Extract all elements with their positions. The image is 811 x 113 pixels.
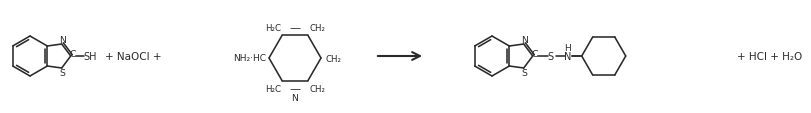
Text: S: S [547,52,553,61]
Text: N: N [521,35,527,44]
Text: NH₂·HC: NH₂·HC [233,53,266,62]
Text: + NaOCl +: + NaOCl + [105,52,161,61]
Text: + HCl + H₂O: + HCl + H₂O [736,52,801,61]
Text: S: S [521,69,527,78]
Text: H: H [564,43,570,52]
Text: CH₂: CH₂ [309,84,324,93]
Text: —: — [289,84,300,94]
Text: N: N [59,35,66,44]
Text: N: N [291,93,298,102]
Text: —: — [289,23,300,33]
Text: C: C [531,49,538,58]
Text: SH: SH [83,52,97,61]
Text: H₂C: H₂C [264,24,281,33]
Text: N: N [564,52,571,61]
Text: S: S [60,69,66,78]
Text: CH₂: CH₂ [325,54,341,63]
Text: C: C [70,49,76,58]
Text: H₂C: H₂C [264,84,281,93]
Text: CH₂: CH₂ [309,24,324,33]
